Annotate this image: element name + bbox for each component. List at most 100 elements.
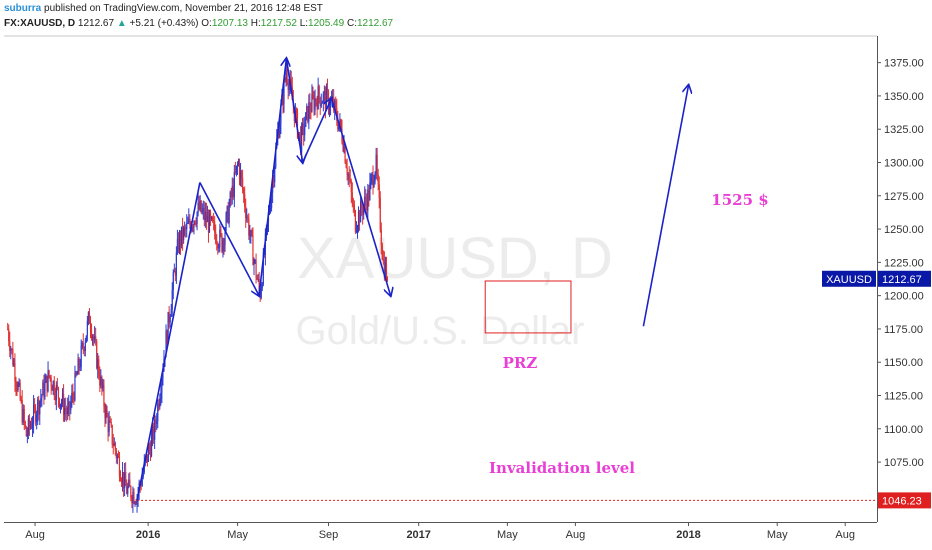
candle-body [367,189,369,211]
candle-body [159,398,161,408]
candle-body [347,174,349,176]
candle-body [77,359,79,375]
candle-body [103,385,105,407]
candle-body [248,218,250,236]
candle-body [75,372,77,376]
candle-body [72,392,74,396]
candle-body [301,126,303,153]
candle-body [113,443,115,446]
candle-body [177,239,180,251]
candle-body [228,205,230,223]
candle-body [32,404,35,425]
candle-body [132,492,134,503]
candle-body [378,184,380,199]
candle-body [55,384,57,401]
candle-body [19,382,21,400]
candle-body [162,370,164,379]
candle-body [243,189,245,194]
candle-body [87,312,90,321]
candle-body [191,226,193,231]
watermark-description: Gold/U.S. Dollar [296,309,585,353]
candle-body [183,227,185,241]
candle-body [98,359,100,377]
candle-body [157,403,159,422]
candle-body [350,180,352,193]
candle-body [222,240,224,252]
candle-body [321,102,323,104]
candle-body [64,407,66,415]
candle-body [27,418,29,435]
candle-body [319,97,321,107]
candle-body [209,212,212,219]
candle-body [40,398,42,402]
candle-body [76,374,78,376]
candle-body [192,226,194,228]
candle-body [225,213,227,232]
candle-body [246,217,248,219]
candle-body [121,472,124,483]
candle-body [348,174,350,180]
time-tick-label: May [497,529,518,541]
candle-body [295,109,298,111]
candle-body [169,316,171,323]
up-arrow-icon: ▲ [116,18,127,29]
candle-body [112,444,114,446]
candle-body [174,271,176,276]
candle-body [114,443,116,451]
candle-body [89,323,92,330]
candle-body [270,192,273,209]
pattern-leg [330,98,390,296]
candle-body [227,206,229,223]
candle-body [176,239,179,253]
candle-body [255,260,257,278]
candle-body [195,223,197,225]
candle-body [219,229,221,247]
candle-body [258,279,260,291]
candle-body [380,229,382,246]
candle-body [131,497,133,503]
invalidation-price-tag-bg [878,492,931,509]
pattern-leg [301,99,332,163]
candle-body [353,205,355,211]
candle-body [224,231,226,245]
candle-body [201,210,203,213]
candle-body [48,370,50,376]
time-tick-label: 2016 [136,529,160,541]
candle-body [373,181,375,187]
candle-body [377,174,379,185]
prz-box [484,280,572,334]
symbol-tag-label: XAUUSD [826,274,872,286]
pattern-leg [136,182,201,501]
candle-body [181,226,184,241]
pattern-leg [258,59,286,296]
time-tick-label: Aug [835,529,855,541]
candle-body [179,233,182,246]
candle-body [366,201,368,211]
candle-body [311,94,313,112]
candle-body [278,130,280,138]
candle-body [7,328,9,330]
symbol-label: FX:XAUUSD, D [4,18,76,29]
candle-body [193,221,195,228]
candle-body [290,78,292,88]
candle-body [15,381,17,386]
candle-body [186,223,188,230]
candle-body [274,167,276,183]
candle-body [206,216,209,223]
candle-body [141,476,143,486]
time-axis[interactable]: Aug 2016 May Sep 2017 May Aug 2018 May Aug [25,522,855,541]
candle-body [213,221,215,223]
price-tick-label: 1300.00 [884,157,924,169]
candle-body [109,420,111,422]
candle-body [52,381,54,391]
candle-body [223,240,225,245]
candle-body [128,479,130,487]
candle-body [13,363,15,366]
candle-body [196,212,198,224]
price-axis[interactable]: 1375.00 1350.00 1325.00 1300.00 1275.00 1250.… [877,58,924,469]
candle-body [383,260,385,278]
author-name[interactable]: suburra [4,3,42,14]
candle-body [146,454,149,462]
candle-body [317,86,319,110]
